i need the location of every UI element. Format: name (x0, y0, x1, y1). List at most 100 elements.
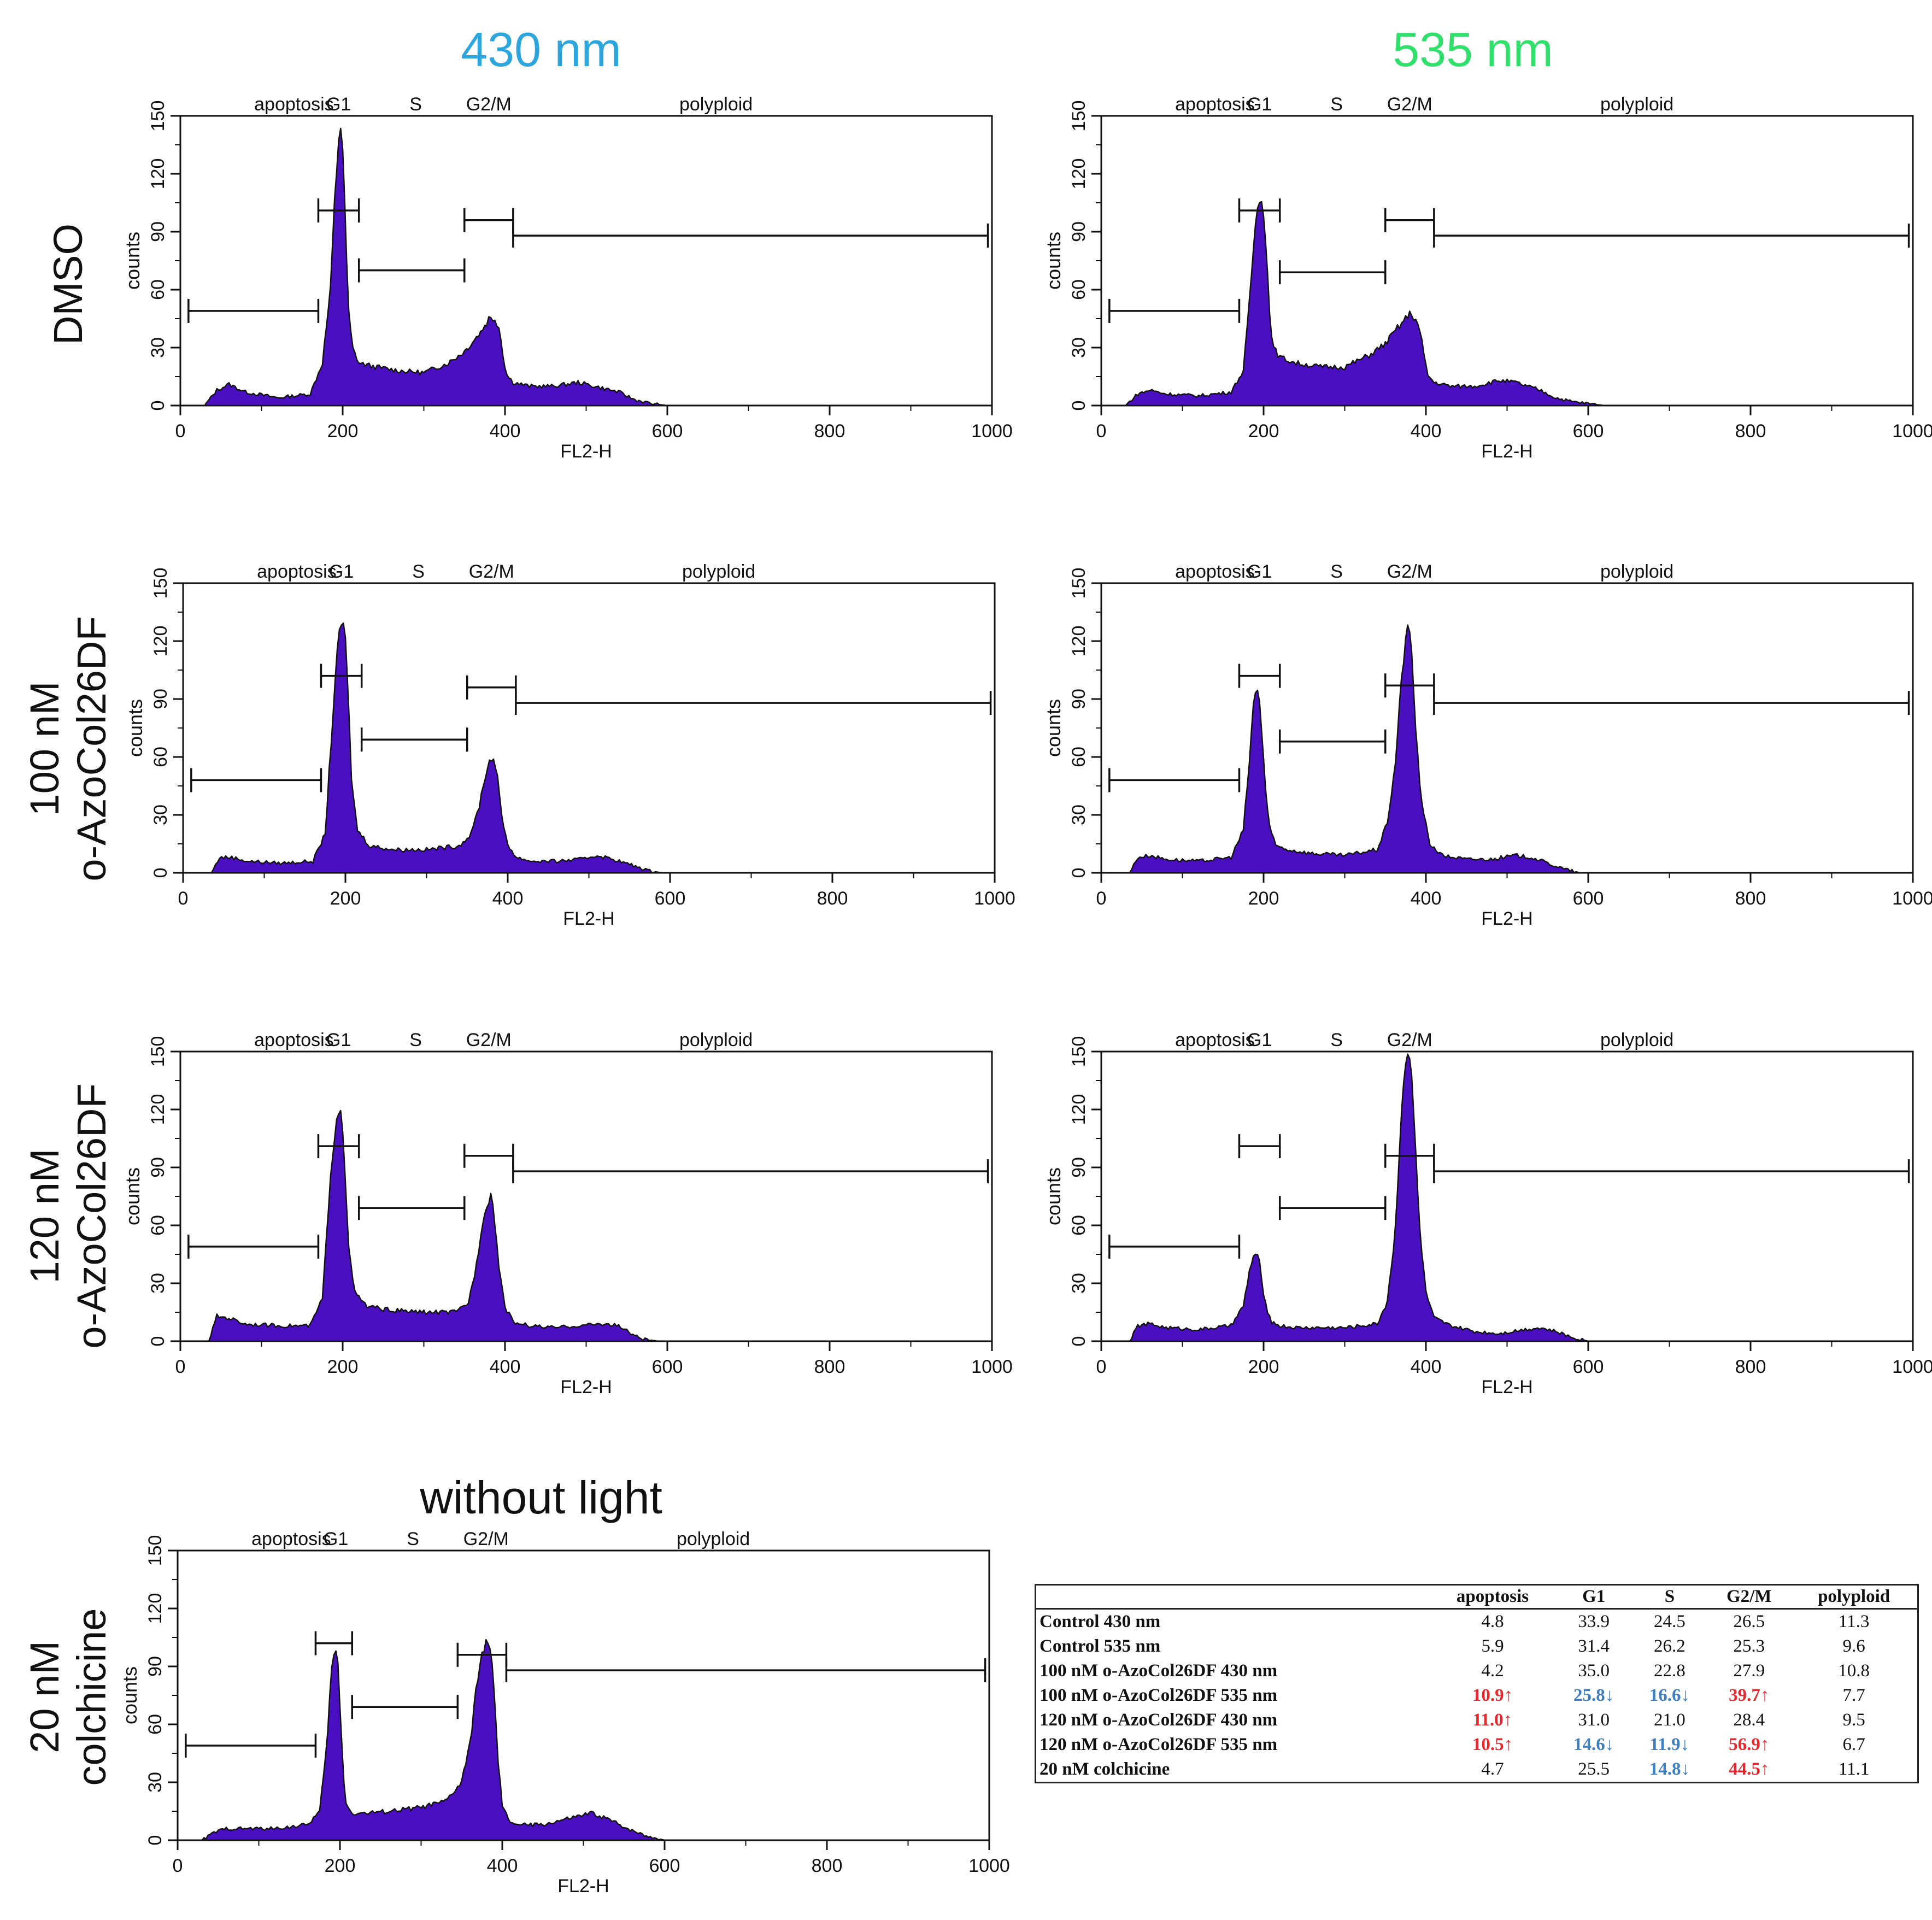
x-tick-label: 400 (1411, 888, 1442, 909)
y-tick-label: 150 (148, 1036, 168, 1067)
without-light-label: without light (420, 1472, 662, 1523)
y-tick-label: 0 (148, 401, 168, 411)
y-tick-label: 120 (148, 158, 168, 190)
x-tick-label: 0 (1096, 421, 1107, 442)
table-cell: 11.9↓ (1649, 1735, 1690, 1754)
gate-label: G2/M (1387, 1030, 1432, 1050)
table-cell: 25.3 (1733, 1636, 1765, 1656)
gate-label: S (409, 1030, 422, 1050)
table-cell: 27.9 (1733, 1661, 1765, 1681)
table-cell: 14.8↓ (1649, 1759, 1690, 1779)
gate-label: S (412, 561, 425, 582)
y-tick-label: 90 (148, 221, 168, 242)
x-tick-label: 600 (1573, 1357, 1604, 1377)
x-tick-label: 0 (175, 1357, 186, 1377)
x-tick-label: 400 (490, 421, 521, 442)
y-tick-label: 150 (1068, 101, 1089, 132)
gate-label: G2/M (466, 1030, 512, 1050)
table-cell: 24.5 (1654, 1612, 1686, 1631)
gate-label: apoptosis (257, 561, 337, 582)
table-cell: 10.5↑ (1472, 1735, 1513, 1754)
plot-frame (177, 1549, 990, 1841)
gate-label: G1 (326, 94, 351, 115)
y-axis-label: counts (124, 699, 146, 757)
plot-frame (182, 582, 996, 874)
x-tick-label: 600 (652, 1357, 683, 1377)
gate-label: G1 (326, 1030, 351, 1050)
summary-col-header: G2/M (1707, 1586, 1791, 1610)
table-cell: 44.5↑ (1729, 1759, 1770, 1779)
y-tick-label: 30 (1068, 805, 1089, 825)
gate-label: apoptosis (254, 1030, 334, 1050)
gate-label: G1 (1247, 94, 1272, 115)
x-tick-label: 1000 (1892, 421, 1932, 442)
x-tick-label: 0 (1096, 888, 1107, 909)
histogram-series (179, 1109, 993, 1342)
y-tick-label: 30 (1068, 337, 1089, 358)
x-tick-label: 600 (649, 1856, 680, 1876)
gate-label: S (409, 94, 422, 115)
row-label-100nm: 100 nM o-AzoCol26DF (22, 616, 114, 882)
gate-label: S (407, 1529, 419, 1549)
table-cell: 33.9 (1578, 1612, 1610, 1631)
y-tick-label: 30 (148, 337, 168, 358)
y-tick-label: 30 (145, 1772, 166, 1793)
x-tick-label: 0 (173, 1856, 183, 1876)
x-axis-label: FL2-H (1481, 441, 1532, 462)
table-cell: 31.4 (1578, 1636, 1610, 1656)
x-tick-label: 200 (1248, 1357, 1279, 1377)
table-cell: 5.9 (1481, 1636, 1504, 1656)
column-header-430nm: 430 nm (461, 22, 621, 77)
gate-label: apoptosis (254, 94, 334, 115)
table-cell: 56.9↑ (1729, 1735, 1770, 1754)
x-axis-label: FL2-H (563, 908, 614, 929)
histogram-series (1100, 201, 1914, 407)
y-tick-label: 30 (148, 1273, 168, 1294)
table-row-label: Control 535 nm (1040, 1636, 1161, 1656)
histogram-series (179, 127, 993, 407)
x-tick-label: 600 (652, 421, 683, 442)
y-tick-label: 0 (1068, 1336, 1089, 1347)
y-tick-label: 0 (150, 868, 171, 878)
plot-frame (179, 115, 993, 407)
gate-label: apoptosis (1175, 1030, 1255, 1050)
x-tick-label: 200 (1248, 888, 1279, 909)
table-row: 20 nM colchicine 4.7 25.5 14.8↓ 44.5↑ 11.1 (1036, 1757, 1917, 1782)
gate-label: polyploid (679, 94, 753, 115)
table-row-label: 100 nM o-AzoCol26DF 535 nm (1040, 1686, 1278, 1705)
y-tick-label: 150 (1068, 1036, 1089, 1067)
table-cell: 11.0↑ (1472, 1710, 1513, 1730)
row-label-colchicine: 20 nM colchicine (22, 1608, 114, 1786)
gate-label: G2/M (469, 561, 514, 582)
plot-frame (179, 1050, 993, 1342)
gate-label: G2/M (463, 1529, 509, 1549)
table-cell: 4.7 (1481, 1759, 1504, 1779)
table-cell: 28.4 (1733, 1710, 1765, 1730)
plot-frame (1100, 115, 1914, 407)
x-tick-label: 600 (1573, 421, 1604, 442)
gate-label: G2/M (1387, 561, 1432, 582)
table-cell: 9.5 (1842, 1710, 1865, 1730)
y-tick-label: 90 (1068, 221, 1089, 242)
x-tick-label: 800 (1735, 421, 1766, 442)
row-label-dmso: DMSO (45, 224, 91, 345)
summary-col-header: S (1631, 1586, 1708, 1610)
x-tick-label: 1000 (1892, 1357, 1932, 1377)
table-row: Control 535 nm 5.9 31.4 26.2 25.3 9.6 (1036, 1634, 1917, 1659)
gate-label: apoptosis (1175, 94, 1255, 115)
gate-label: G1 (1247, 561, 1272, 582)
gate-label: polyploid (677, 1529, 750, 1549)
table-row-label: 100 nM o-AzoCol26DF 430 nm (1040, 1661, 1278, 1681)
y-tick-label: 150 (150, 568, 171, 599)
x-tick-label: 800 (814, 421, 845, 442)
y-tick-label: 60 (145, 1714, 166, 1735)
y-tick-label: 120 (1068, 626, 1089, 657)
table-cell: 11.3 (1838, 1612, 1870, 1631)
plot-frame (1100, 1050, 1914, 1342)
y-axis-label: counts (119, 1666, 141, 1724)
table-cell: 25.8↓ (1573, 1686, 1614, 1705)
